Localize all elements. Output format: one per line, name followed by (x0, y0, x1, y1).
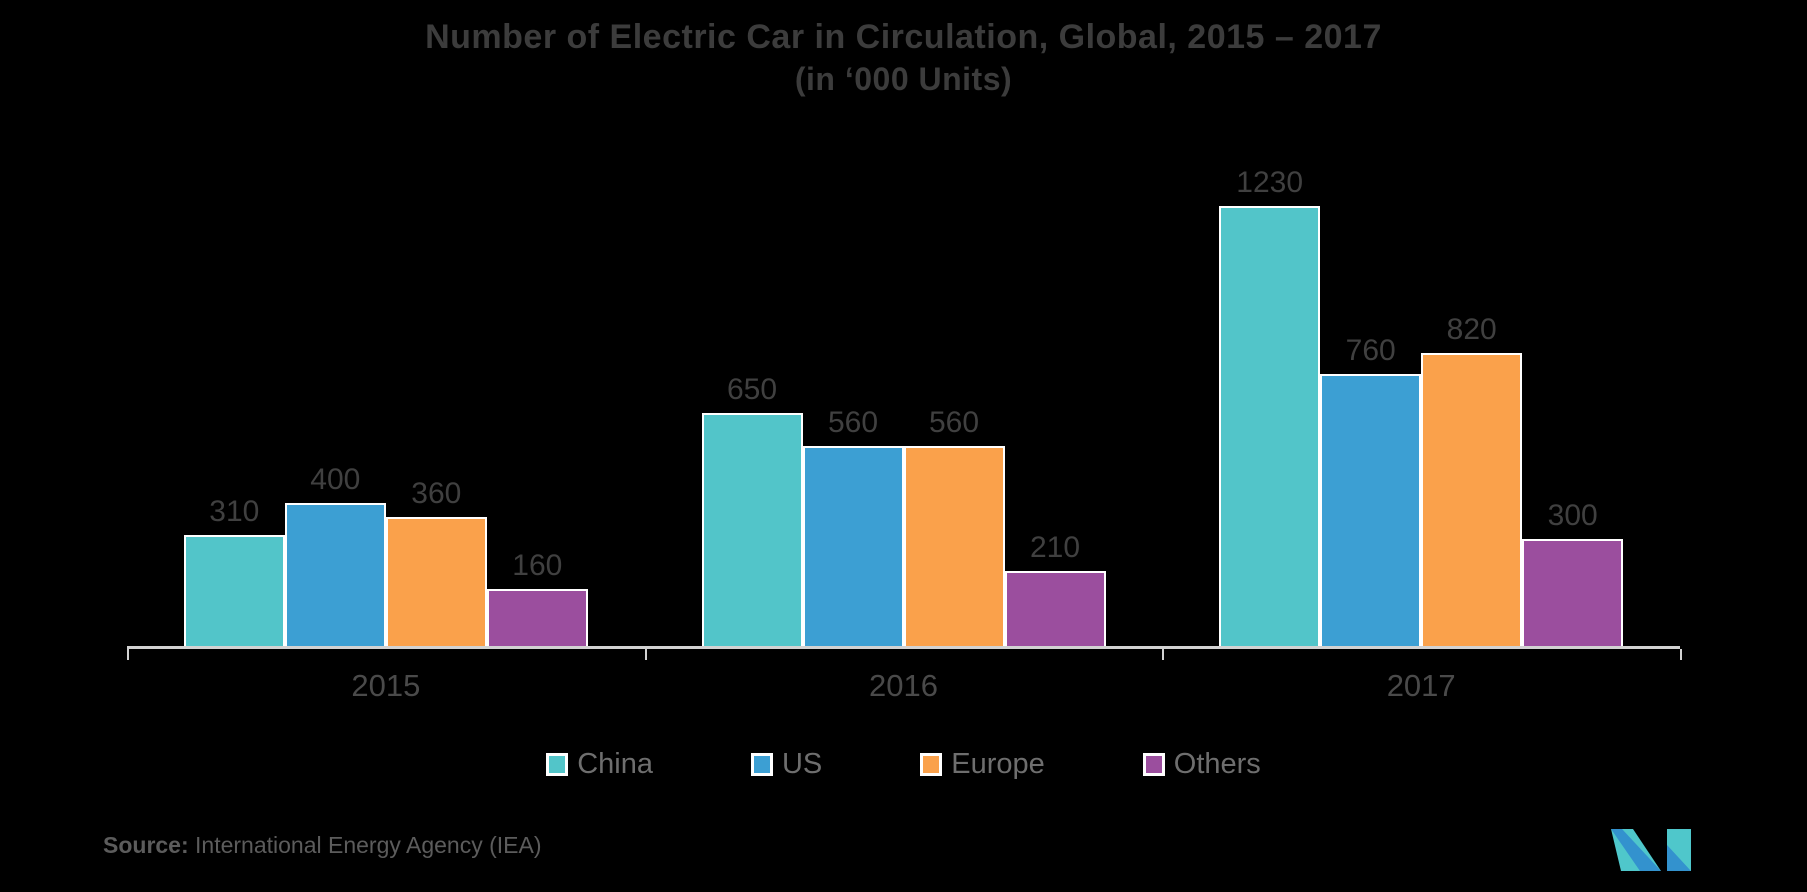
chart-title-block: Number of Electric Car in Circulation, G… (0, 16, 1807, 100)
bar-others-2017: 300 (1522, 499, 1624, 648)
value-label-others-2016: 210 (1029, 531, 1081, 564)
bar-europe-2017: 820 (1421, 313, 1523, 648)
bar-group-2017: 1230 760 820 300 (1162, 0, 1680, 648)
plot-area: 310 400 360 160 650 560 560 210 1230 760 820 300 (127, 0, 1680, 648)
bar-china-2016: 650 (701, 373, 803, 648)
x-axis-tick (127, 649, 129, 660)
bar-others-2016: 210 (1004, 531, 1106, 648)
source-label: Source: (103, 832, 189, 858)
value-label-china-2016: 650 (726, 373, 778, 406)
bar-europe-2015: 360 (385, 477, 487, 648)
value-label-europe-2017: 820 (1446, 313, 1497, 346)
legend-swatch-others (1142, 753, 1165, 776)
x-axis-labels: 2015 2016 2017 (127, 668, 1680, 704)
x-axis-line (127, 646, 1680, 649)
value-label-us-2017: 760 (1345, 334, 1396, 367)
x-axis-tick (1680, 649, 1682, 660)
x-axis-label-2017: 2017 (1386, 668, 1456, 703)
legend-swatch-china (546, 753, 569, 776)
x-axis-tick (645, 649, 647, 660)
bar-us-2016: 560 (802, 406, 904, 648)
value-label-china-2015: 310 (209, 495, 260, 528)
legend-item-us: US (750, 748, 823, 781)
bar-group-2015: 310 400 360 160 (127, 0, 645, 648)
chart-title: Number of Electric Car in Circulation, G… (425, 18, 1382, 56)
source-line: Source: International Energy Agency (IEA… (103, 832, 542, 859)
bar-europe-2016: 560 (903, 406, 1005, 648)
value-label-others-2015: 160 (512, 549, 563, 582)
value-label-europe-2015: 360 (411, 477, 462, 510)
source-text: International Energy Agency (IEA) (188, 832, 542, 858)
value-label-europe-2016: 560 (928, 406, 980, 439)
bar-us-2015: 400 (284, 463, 386, 648)
legend: China US Europe Others (0, 748, 1807, 781)
legend-label-others: Others (1173, 748, 1261, 780)
legend-item-europe: Europe (920, 748, 1045, 781)
mordor-intelligence-logo-icon (1611, 829, 1691, 871)
legend-label-us: US (781, 748, 823, 780)
value-label-us-2015: 400 (310, 463, 361, 496)
legend-item-others: Others (1142, 748, 1261, 781)
bar-china-2015: 310 (183, 495, 285, 648)
legend-label-europe: Europe (951, 748, 1045, 780)
value-label-us-2016: 560 (827, 406, 879, 439)
legend-item-china: China (546, 748, 653, 781)
bar-others-2015: 160 (486, 549, 588, 648)
legend-swatch-us (750, 753, 773, 776)
value-label-china-2017: 1230 (1236, 166, 1304, 199)
x-axis-tick (1162, 649, 1164, 660)
legend-swatch-europe (920, 753, 943, 776)
x-axis-label-2016: 2016 (869, 668, 938, 703)
chart-subtitle: (in ‘000 Units) (794, 61, 1013, 97)
bar-china-2017: 1230 (1219, 166, 1321, 648)
bar-group-2016: 650 560 560 210 (645, 0, 1163, 648)
legend-label-china: China (577, 748, 653, 780)
bar-us-2017: 760 (1320, 334, 1422, 648)
x-axis-label-2015: 2015 (351, 668, 421, 703)
value-label-others-2017: 300 (1547, 499, 1598, 532)
